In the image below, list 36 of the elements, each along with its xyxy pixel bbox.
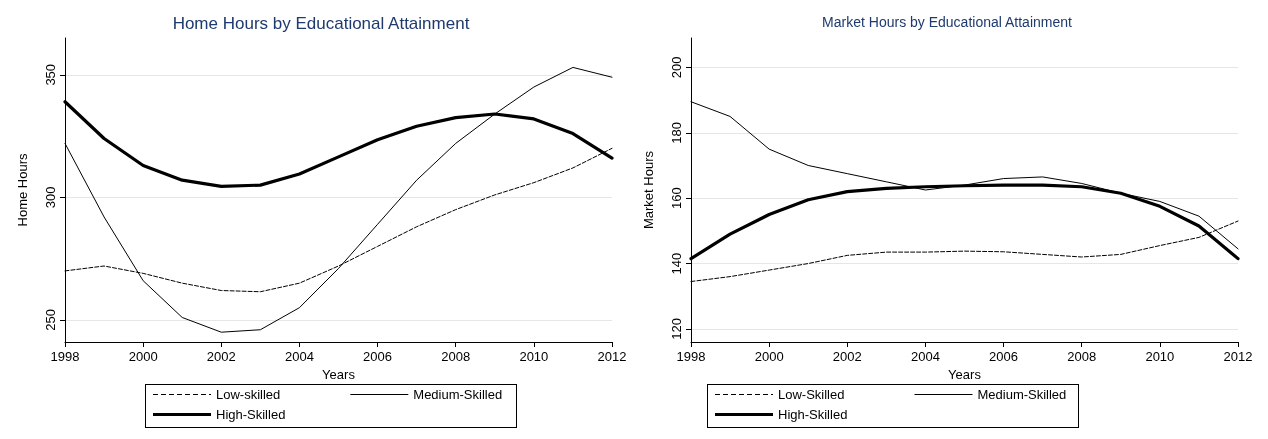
legend-label: Low-skilled: [216, 387, 281, 402]
x-tick-label: 2002: [832, 349, 862, 364]
legend-label: Low-Skilled: [778, 387, 845, 402]
x-tick-label: 2006: [989, 349, 1019, 364]
x-tick-label: 2008: [1067, 349, 1097, 364]
x-tick-label: 2006: [363, 349, 393, 364]
x-tick-label: 2002: [206, 349, 236, 364]
y-tick-label: 250: [43, 309, 58, 331]
x-tick-label: 1998: [50, 349, 80, 364]
y-tick-label: 350: [43, 63, 58, 86]
y-tick-label: 200: [669, 56, 684, 79]
x-tick-label: 2012: [597, 349, 627, 364]
x-axis-title: Years: [948, 366, 982, 382]
chart-title: Market Hours by Educational Attainment: [822, 14, 1072, 30]
y-axis-title: Market Hours: [641, 150, 656, 230]
chart-title: Home Hours by Educational Attainment: [172, 14, 470, 33]
x-tick-label: 2012: [1223, 349, 1253, 364]
x-tick-label: 2004: [910, 349, 940, 364]
y-tick-label: 180: [669, 121, 684, 144]
x-axis-title: Years: [322, 366, 356, 382]
x-tick-label: 2010: [519, 349, 549, 364]
x-tick-label: 1998: [676, 349, 706, 364]
y-tick-label: 160: [669, 187, 684, 210]
y-tick-label: 300: [43, 186, 58, 209]
legend-label: High-Skilled: [216, 407, 286, 422]
x-tick-label: 2010: [1145, 349, 1175, 364]
legend-label: Medium-Skilled: [413, 387, 503, 402]
x-tick-label: 2000: [128, 349, 158, 364]
y-tick-label: 140: [669, 252, 684, 275]
y-tick-label: 120: [669, 318, 684, 340]
x-tick-label: 2004: [284, 349, 314, 364]
y-axis-title: Home Hours: [15, 153, 30, 227]
x-tick-label: 2000: [754, 349, 784, 364]
legend-label: Medium-Skilled: [977, 387, 1067, 402]
legend-label: High-Skilled: [778, 407, 848, 422]
x-tick-label: 2008: [441, 349, 471, 364]
